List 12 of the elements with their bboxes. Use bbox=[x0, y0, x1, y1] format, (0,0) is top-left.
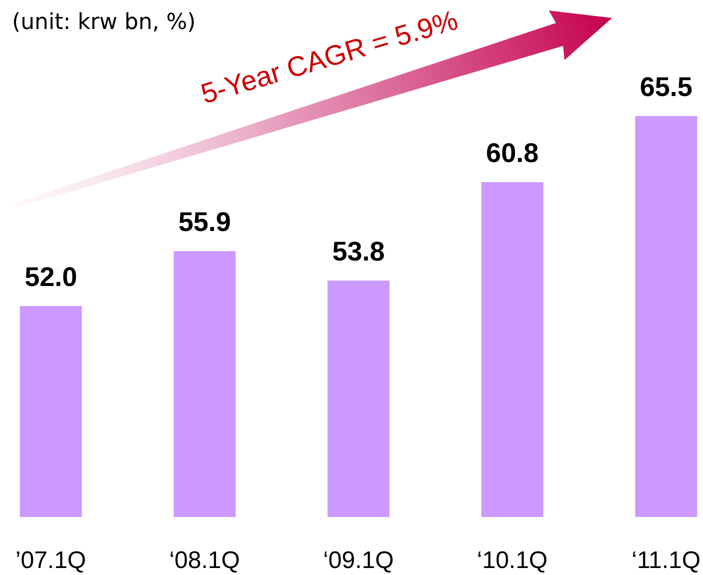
x-tick-label: ‘08.1Q bbox=[169, 547, 240, 574]
data-label: 53.8 bbox=[332, 236, 385, 267]
data-label: 55.9 bbox=[178, 207, 231, 238]
x-tick-label: ‘09.1Q bbox=[323, 547, 394, 574]
data-label: 65.5 bbox=[640, 72, 692, 102]
text: 5-Year CAGR = 5.9% bbox=[197, 4, 462, 110]
x-tick-label: ’07.1Q bbox=[15, 547, 86, 574]
data-label: 52.0 bbox=[24, 262, 78, 292]
text: (unit: krw bn, %) bbox=[12, 10, 196, 35]
x-tick-label: ‘10.1Q bbox=[476, 547, 548, 574]
x-tick-label: ‘11.1Q bbox=[632, 547, 701, 574]
data-label: 60.8 bbox=[486, 138, 539, 168]
